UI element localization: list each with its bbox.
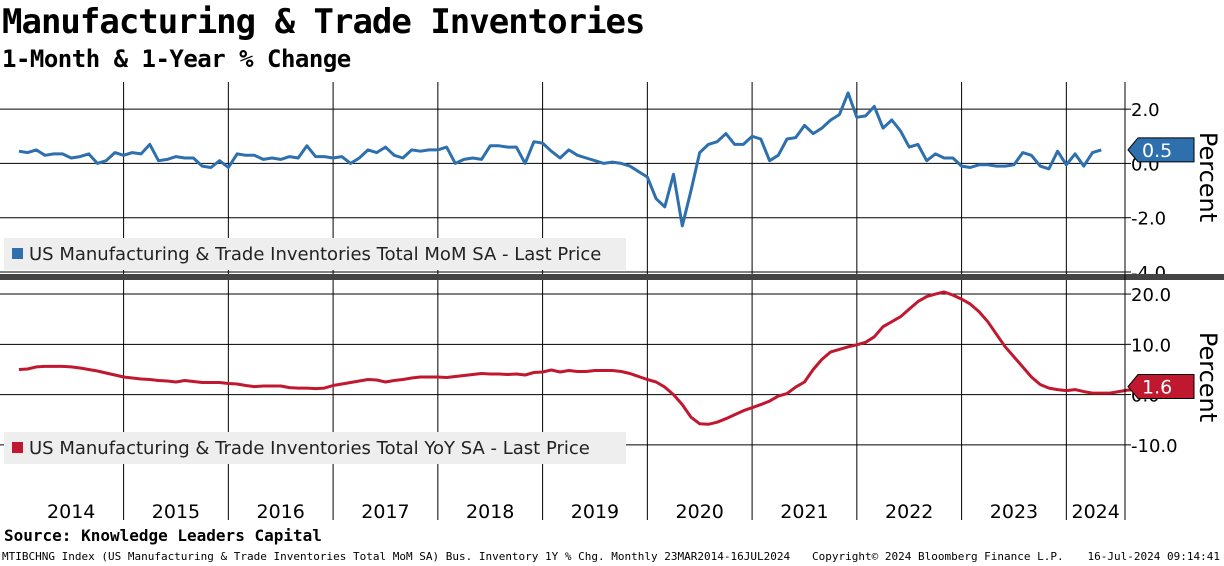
yoy-series-line <box>18 290 1154 426</box>
timestamp: 16-Jul-2024 09:14:41 <box>1087 550 1220 563</box>
x-tick-label: 2020 <box>676 501 724 520</box>
yoy-last-value-flag <box>1127 374 1195 400</box>
mom-panel: US Manufacturing & Trade Inventories Tot… <box>4 91 1102 270</box>
x-tick-label: 2021 <box>780 501 828 520</box>
yoy-last-value-label: 1.6 <box>1142 377 1172 399</box>
x-tick-label: 2019 <box>571 501 619 520</box>
x-tick-label: 2017 <box>361 501 409 520</box>
panel-separator <box>0 274 1224 280</box>
yoy-ytick-label: -10.0 <box>1131 436 1178 457</box>
mom-ytick-label: -2.0 <box>1131 209 1166 230</box>
axes: 2.00.0-2.0-4.0Percent0.520.010.00.0-10.0… <box>0 82 1224 520</box>
x-tick-label: 2018 <box>466 501 514 520</box>
x-tick-label: 2016 <box>257 501 305 520</box>
mom-series-line <box>18 91 1102 228</box>
yoy-legend <box>4 432 626 464</box>
chart-title: Manufacturing & Trade Inventories <box>2 2 646 42</box>
mom-legend <box>4 238 626 270</box>
mom-axis-label: Percent <box>1194 132 1222 222</box>
yoy-ytick-label: 10.0 <box>1131 335 1171 356</box>
x-tick-label: 2014 <box>47 501 95 520</box>
yoy-legend-swatch <box>12 442 23 453</box>
series-description: MTIBCHNG Index (US Manufacturing & Trade… <box>2 550 791 563</box>
yoy-panel: US Manufacturing & Trade Inventories Tot… <box>4 290 1154 464</box>
chart-area: US Manufacturing & Trade Inventories Tot… <box>0 82 1224 520</box>
mom-legend-label: US Manufacturing & Trade Inventories Tot… <box>29 244 601 265</box>
mom-ytick-label: -4.0 <box>1131 263 1166 284</box>
mom-last-value-label: 0.5 <box>1142 140 1172 162</box>
yoy-legend-label: US Manufacturing & Trade Inventories Tot… <box>29 438 590 459</box>
yoy-ytick-label: 20.0 <box>1131 285 1171 306</box>
chart-subtitle: 1-Month & 1-Year % Change <box>2 45 351 73</box>
mom-legend-swatch <box>12 248 23 259</box>
x-tick-label: 2023 <box>990 501 1038 520</box>
mom-last-value-flag <box>1127 137 1195 163</box>
x-tick-label: 2022 <box>885 501 933 520</box>
source-note: Source: Knowledge Leaders Capital <box>4 526 322 545</box>
x-tick-label: 2024 <box>1071 501 1119 520</box>
yoy-axis-label: Percent <box>1194 332 1222 422</box>
mom-ytick-label: 2.0 <box>1131 100 1160 121</box>
x-tick-label: 2015 <box>152 501 200 520</box>
copyright-note: Copyright© 2024 Bloomberg Finance L.P. <box>812 550 1064 563</box>
gridlines <box>0 82 1125 520</box>
